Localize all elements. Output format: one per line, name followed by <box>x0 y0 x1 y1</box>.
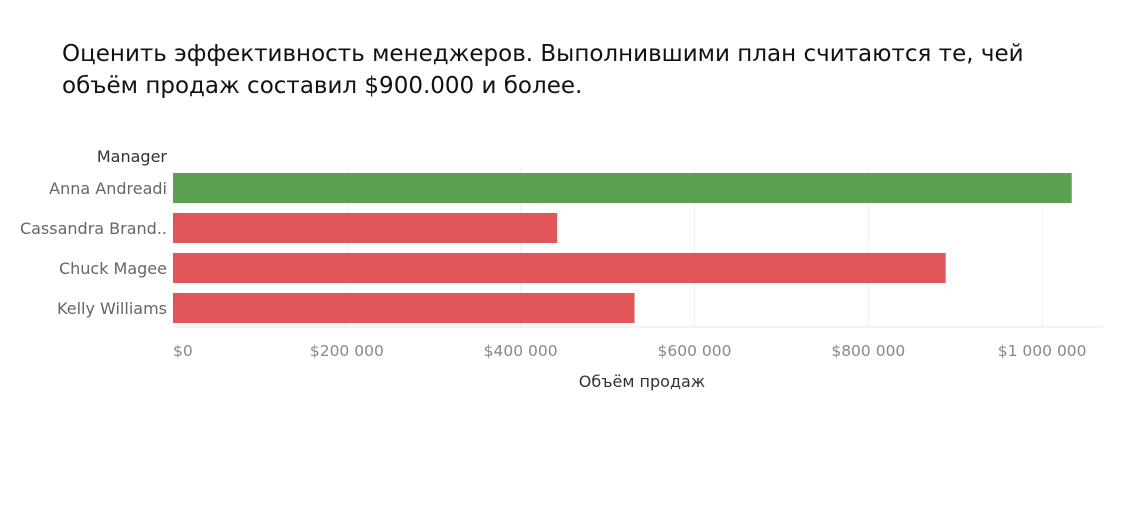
x-tick-label: $0 <box>173 342 193 360</box>
category-label: Kelly Williams <box>57 299 167 318</box>
bars <box>173 173 1072 323</box>
x-tick-label: $600 000 <box>658 342 732 360</box>
category-label: Anna Andreadi <box>49 179 167 198</box>
category-label: Chuck Magee <box>59 259 167 278</box>
bar <box>173 253 946 283</box>
x-tick-label: $1 000 000 <box>998 342 1087 360</box>
x-tick-labels: $0 $200 000 $400 000 $600 000 $800 000 $1 000… <box>173 342 1087 360</box>
bar <box>173 293 635 323</box>
bar <box>173 213 558 243</box>
bar <box>173 173 1072 203</box>
category-labels: Anna Andreadi Cassandra Brand.. Chuck Mage… <box>20 179 167 318</box>
x-tick-label: $800 000 <box>831 342 905 360</box>
category-axis-title: Manager <box>97 147 168 166</box>
page-title: Оценить эффективность менеджеров. Выполн… <box>62 41 1024 99</box>
x-tick-label: $200 000 <box>310 342 384 360</box>
x-axis-title: Объём продаж <box>579 372 705 391</box>
x-tick-label: $400 000 <box>484 342 558 360</box>
category-label: Cassandra Brand.. <box>20 219 167 238</box>
